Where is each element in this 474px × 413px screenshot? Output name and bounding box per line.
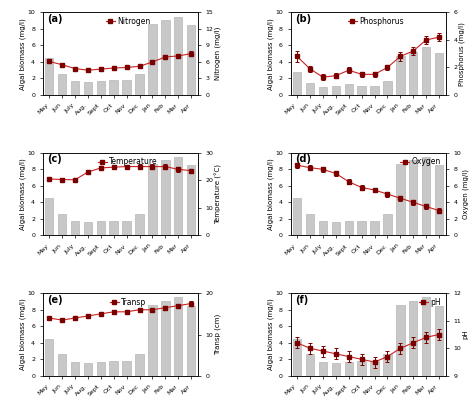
- Bar: [319, 362, 327, 376]
- Bar: [135, 74, 144, 95]
- Legend: Phosphorus: Phosphorus: [347, 16, 405, 27]
- Legend: Oxygen: Oxygen: [400, 157, 442, 167]
- Bar: [45, 58, 53, 95]
- Legend: Nitrogen: Nitrogen: [105, 16, 151, 27]
- Bar: [83, 82, 92, 95]
- Bar: [306, 214, 314, 235]
- Bar: [161, 160, 170, 235]
- Bar: [332, 222, 340, 235]
- Bar: [71, 362, 79, 376]
- Bar: [345, 84, 353, 95]
- Bar: [409, 52, 418, 95]
- Bar: [293, 339, 301, 376]
- Bar: [409, 160, 418, 235]
- Bar: [319, 87, 327, 95]
- Y-axis label: pH: pH: [463, 330, 468, 339]
- Bar: [187, 306, 195, 376]
- Bar: [148, 24, 156, 95]
- Bar: [383, 81, 392, 95]
- Bar: [306, 354, 314, 376]
- Y-axis label: Algal biomass (mg/l): Algal biomass (mg/l): [267, 18, 274, 90]
- Bar: [97, 221, 105, 235]
- Text: (e): (e): [47, 295, 63, 305]
- Y-axis label: Algal biomass (mg/l): Algal biomass (mg/l): [267, 299, 274, 370]
- Legend: pH: pH: [418, 297, 442, 308]
- Bar: [97, 81, 105, 95]
- Bar: [135, 214, 144, 235]
- Y-axis label: Oxygen (mg/l): Oxygen (mg/l): [462, 169, 469, 219]
- Bar: [122, 361, 131, 376]
- Y-axis label: Algal biomass (mg/l): Algal biomass (mg/l): [267, 158, 274, 230]
- Bar: [97, 362, 105, 376]
- Legend: Transp: Transp: [109, 297, 147, 308]
- Text: (b): (b): [295, 14, 311, 24]
- Bar: [319, 221, 327, 235]
- Bar: [174, 17, 182, 95]
- Y-axis label: Algal biomass (mg/l): Algal biomass (mg/l): [19, 299, 26, 370]
- Bar: [58, 354, 66, 376]
- Bar: [396, 164, 405, 235]
- Y-axis label: Algal biomass (mg/l): Algal biomass (mg/l): [19, 18, 26, 90]
- Bar: [332, 363, 340, 376]
- Bar: [122, 80, 131, 95]
- Bar: [148, 164, 156, 235]
- Bar: [409, 301, 418, 376]
- Bar: [435, 53, 443, 95]
- Bar: [148, 305, 156, 376]
- Bar: [357, 361, 366, 376]
- Bar: [71, 81, 79, 95]
- Bar: [161, 301, 170, 376]
- Bar: [345, 362, 353, 376]
- Bar: [306, 83, 314, 95]
- Bar: [370, 86, 379, 95]
- Text: (f): (f): [295, 295, 309, 305]
- Y-axis label: Transp (cm): Transp (cm): [215, 314, 221, 355]
- Bar: [71, 221, 79, 235]
- Bar: [58, 74, 66, 95]
- Bar: [174, 157, 182, 235]
- Bar: [109, 80, 118, 95]
- Text: (d): (d): [295, 154, 311, 164]
- Text: (c): (c): [47, 154, 62, 164]
- Y-axis label: Nitrogen (mg/l): Nitrogen (mg/l): [215, 27, 221, 81]
- Bar: [435, 165, 443, 235]
- Bar: [109, 221, 118, 235]
- Bar: [422, 297, 430, 376]
- Bar: [109, 361, 118, 376]
- Bar: [45, 339, 53, 376]
- Bar: [293, 72, 301, 95]
- Bar: [332, 86, 340, 95]
- Bar: [357, 86, 366, 95]
- Bar: [370, 221, 379, 235]
- Bar: [383, 354, 392, 376]
- Y-axis label: Algal biomass (mg/l): Algal biomass (mg/l): [19, 158, 26, 230]
- Bar: [435, 306, 443, 376]
- Bar: [370, 361, 379, 376]
- Bar: [422, 157, 430, 235]
- Y-axis label: Temperature (°C): Temperature (°C): [215, 164, 222, 224]
- Bar: [357, 221, 366, 235]
- Bar: [187, 25, 195, 95]
- Bar: [422, 47, 430, 95]
- Legend: Temperature: Temperature: [97, 157, 159, 167]
- Bar: [135, 354, 144, 376]
- Bar: [58, 214, 66, 235]
- Bar: [293, 198, 301, 235]
- Bar: [345, 221, 353, 235]
- Bar: [396, 305, 405, 376]
- Bar: [45, 198, 53, 235]
- Bar: [122, 221, 131, 235]
- Y-axis label: Phosphorus (mg/l): Phosphorus (mg/l): [458, 22, 465, 85]
- Bar: [161, 20, 170, 95]
- Bar: [83, 363, 92, 376]
- Bar: [174, 297, 182, 376]
- Bar: [83, 222, 92, 235]
- Text: (a): (a): [47, 14, 63, 24]
- Bar: [187, 165, 195, 235]
- Bar: [396, 56, 405, 95]
- Bar: [383, 214, 392, 235]
